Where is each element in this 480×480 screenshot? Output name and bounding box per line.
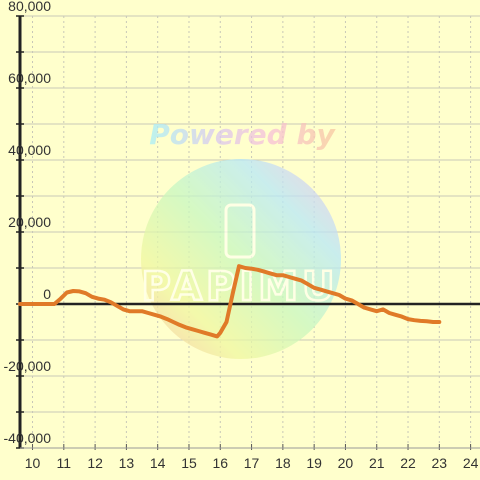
y-tick-label: 40,000 (8, 142, 51, 158)
y-axis-ticks: 80,000 60,000 40,000 20,000 0 -20,000 -40,000 (4, 0, 52, 449)
y-tick-label: -40,000 (4, 430, 52, 446)
x-tick-label: 16 (212, 455, 228, 471)
y-tick-label: 80,000 (8, 0, 51, 14)
series-line (18, 264, 442, 339)
y-tick-label: -20,000 (4, 358, 52, 374)
x-tick-label: 12 (87, 455, 103, 471)
x-tick-label: 23 (432, 455, 448, 471)
watermark-disc (141, 159, 341, 359)
x-tick-label: 14 (150, 455, 166, 471)
x-tick-label: 15 (181, 455, 197, 471)
x-tick-label: 22 (400, 455, 416, 471)
x-tick-label: 13 (119, 455, 135, 471)
y-tick-label: 60,000 (8, 70, 51, 86)
powered-by-text: Powered by (149, 118, 336, 151)
x-tick-label: 18 (275, 455, 291, 471)
x-tick-label: 17 (244, 455, 260, 471)
phone-icon (224, 203, 256, 259)
x-tick-label: 24 (463, 455, 479, 471)
horizontal-gridlines (20, 15, 480, 449)
x-tick-label: 20 (338, 455, 354, 471)
y-tick-label: 20,000 (8, 214, 51, 230)
x-tick-label: 21 (369, 455, 385, 471)
x-tick-label: 10 (25, 455, 41, 471)
series-group (18, 264, 442, 339)
y-tick-label: 0 (43, 286, 51, 302)
x-tick-label: 19 (306, 455, 322, 471)
x-tick-label: 11 (57, 455, 72, 471)
x-axis-ticks: 10 11 12 13 14 15 16 17 18 19 20 21 22 23 24 (20, 444, 480, 471)
